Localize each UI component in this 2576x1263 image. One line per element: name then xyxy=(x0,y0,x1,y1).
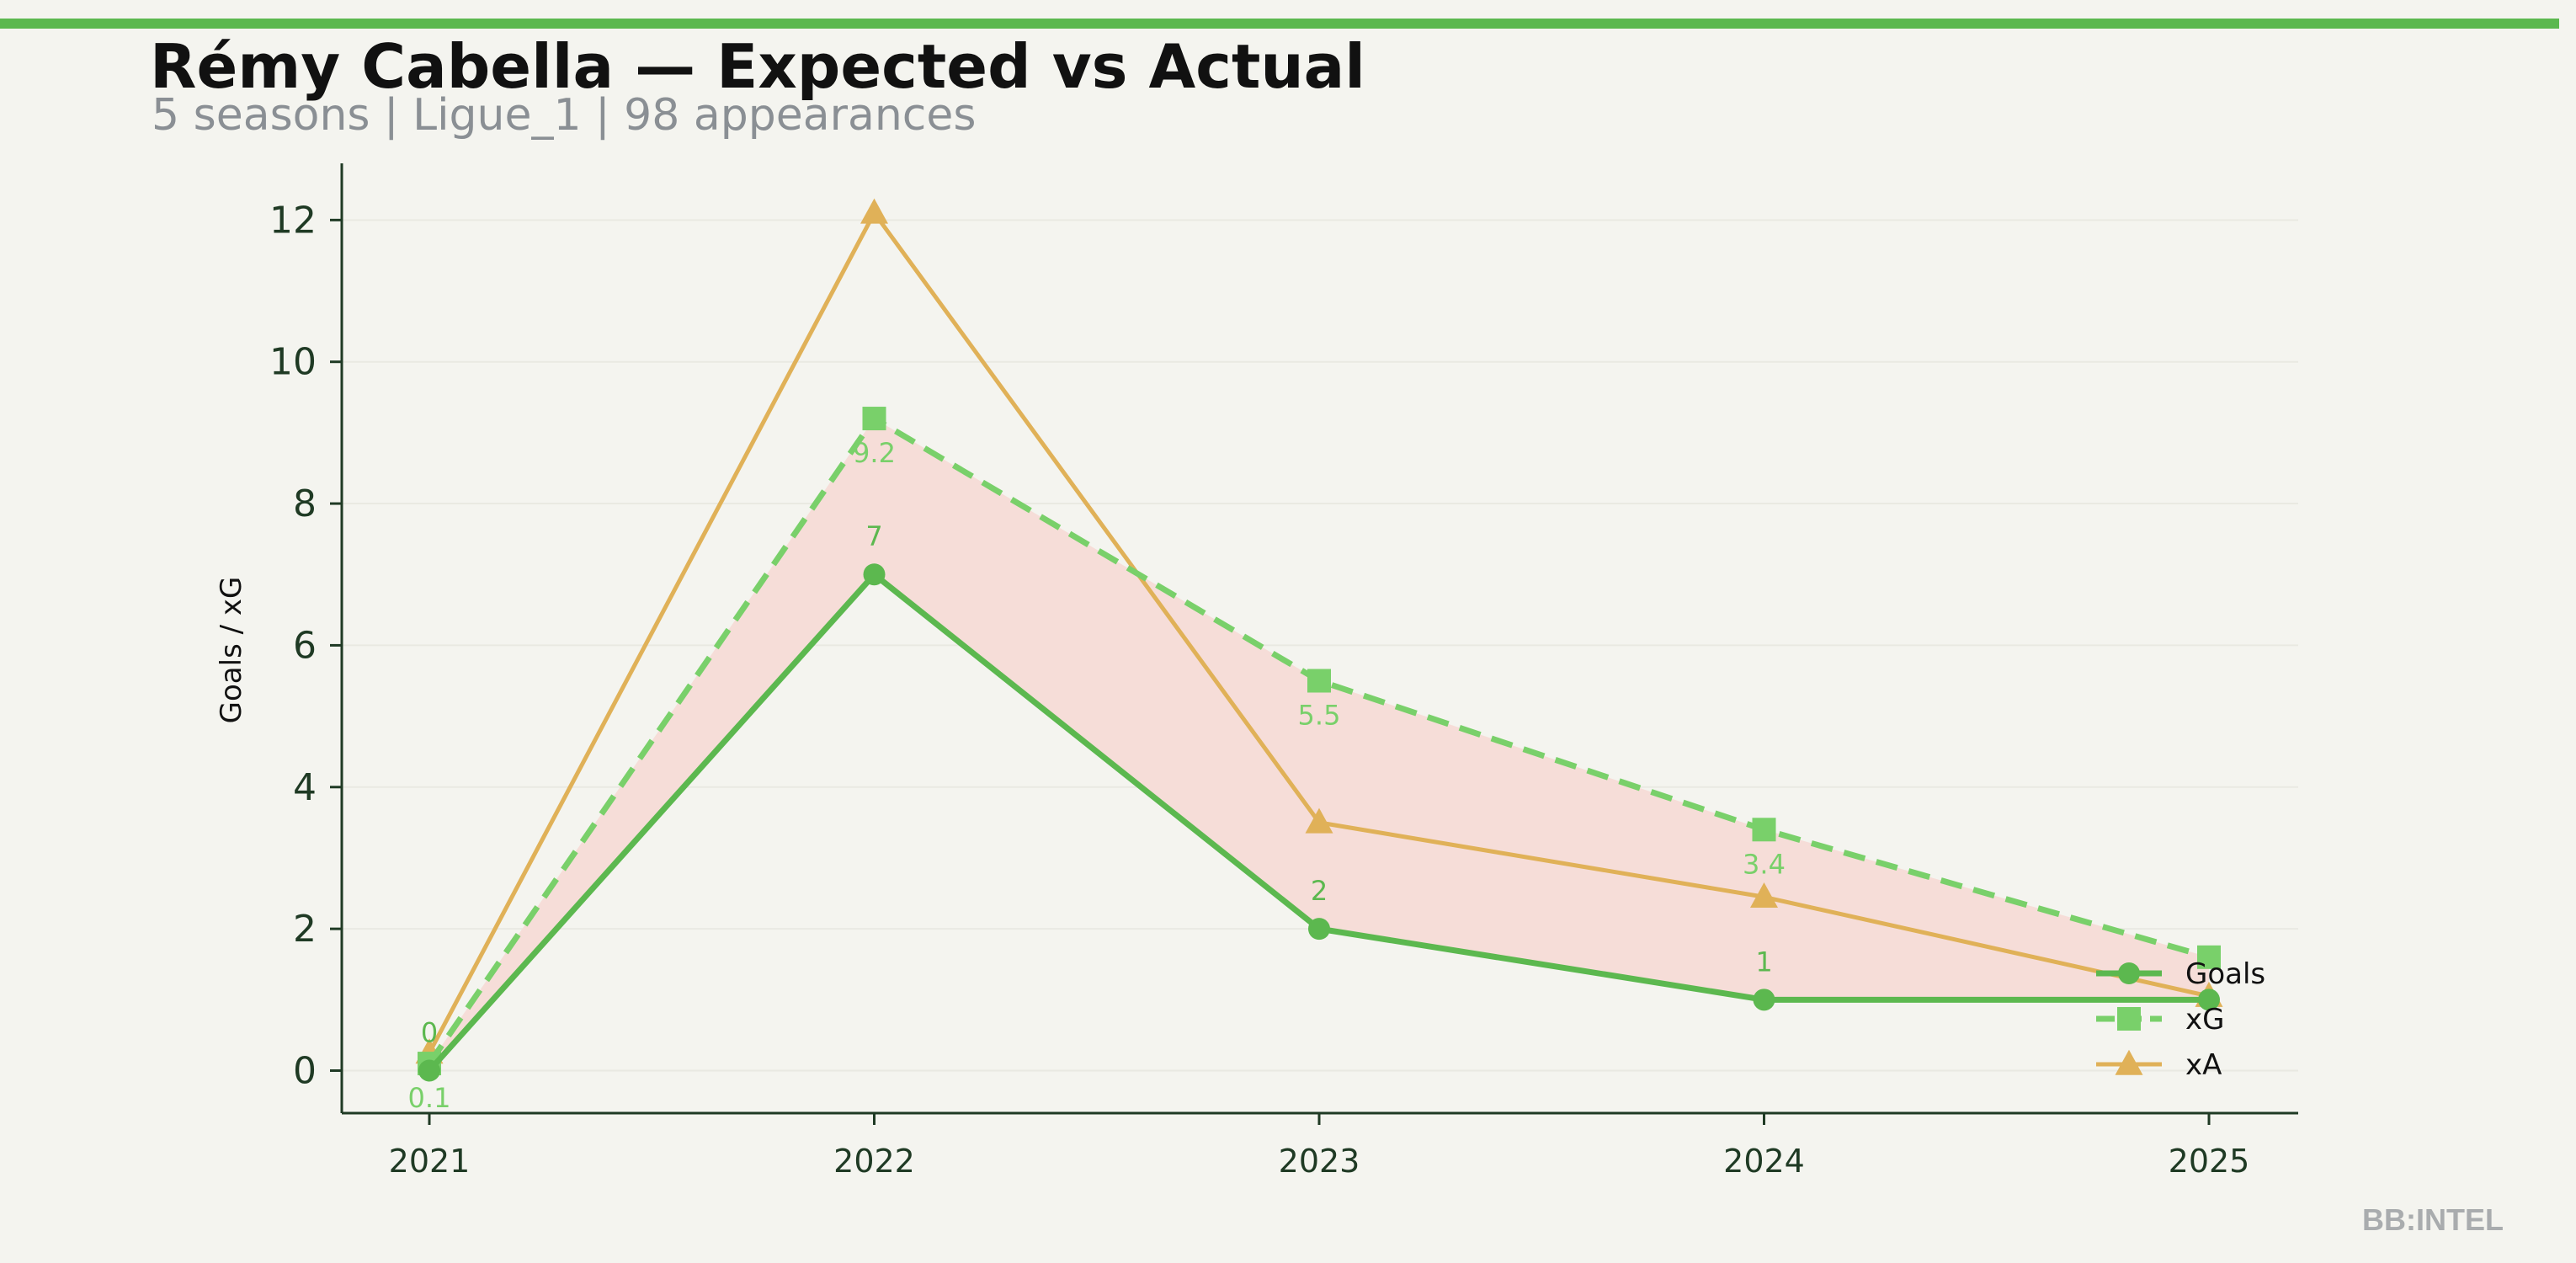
data-point-goals xyxy=(1308,918,1330,941)
gap-area xyxy=(429,418,2209,1071)
data-point-goals xyxy=(1753,989,1775,1011)
data-point-xg xyxy=(1752,818,1776,842)
x-tick-label: 2022 xyxy=(833,1143,915,1180)
y-tick-label: 6 xyxy=(293,624,317,667)
x-tick-label: 2023 xyxy=(1279,1143,1360,1180)
data-point-xg xyxy=(1307,669,1331,693)
legend-marker-xg xyxy=(2117,1007,2141,1031)
data-label-xg: 3.4 xyxy=(1743,848,1786,880)
chart-title: Rémy Cabella — Expected vs Actual xyxy=(150,31,1365,102)
data-label-goals: 0 xyxy=(421,1016,438,1048)
legend-marker-xa xyxy=(2115,1049,2143,1075)
legend-label-xg: xG xyxy=(2185,1003,2224,1037)
legend-label-goals: Goals xyxy=(2185,957,2265,991)
legend-marker-goals xyxy=(2118,962,2140,984)
data-label-goals: 1 xyxy=(1755,946,1772,978)
y-tick-label: 4 xyxy=(293,766,317,809)
series-xg xyxy=(418,407,2221,1076)
data-point-goals xyxy=(418,1059,440,1082)
data-point-xa xyxy=(860,198,888,224)
data-point-xg xyxy=(862,407,886,431)
x-tick-label: 2021 xyxy=(389,1143,471,1180)
y-axis-label: Goals / xG xyxy=(215,577,248,724)
data-label-goals: 2 xyxy=(1311,875,1328,907)
data-point-goals xyxy=(863,563,886,586)
y-tick-label: 2 xyxy=(293,908,317,951)
data-label-xg: 9.2 xyxy=(853,437,896,469)
data-label-goals: 7 xyxy=(865,520,882,552)
x-tick-label: 2024 xyxy=(1723,1143,1805,1180)
chart-subtitle: 5 seasons | Ligue_1 | 98 appearances xyxy=(152,90,977,141)
data-labels: 0 7 2 1 0.1 9.2 5.5 3.4 xyxy=(408,437,1786,1114)
data-point-goals xyxy=(2198,989,2220,1011)
y-tick-label: 12 xyxy=(269,199,317,242)
series-goals xyxy=(418,563,2220,1082)
data-point-xg xyxy=(2197,945,2221,969)
y-ticks: 0 2 4 6 8 10 12 xyxy=(269,199,342,1092)
y-tick-label: 8 xyxy=(293,482,317,525)
data-point-xa xyxy=(1305,807,1333,834)
y-tick-label: 10 xyxy=(269,341,317,384)
legend-label-xa: xA xyxy=(2185,1048,2222,1082)
accent-bar xyxy=(0,19,2559,29)
watermark: BB:INTEL xyxy=(2362,1202,2504,1237)
data-label-xg: 5.5 xyxy=(1298,700,1341,732)
x-tick-label: 2025 xyxy=(2169,1143,2250,1180)
legend: Goals xG xA xyxy=(2096,957,2265,1082)
y-tick-label: 0 xyxy=(293,1049,317,1092)
x-ticks: 2021 2022 2023 2024 2025 xyxy=(389,1113,2250,1180)
data-point-xa xyxy=(1750,882,1778,909)
data-label-xg: 0.1 xyxy=(408,1082,451,1114)
